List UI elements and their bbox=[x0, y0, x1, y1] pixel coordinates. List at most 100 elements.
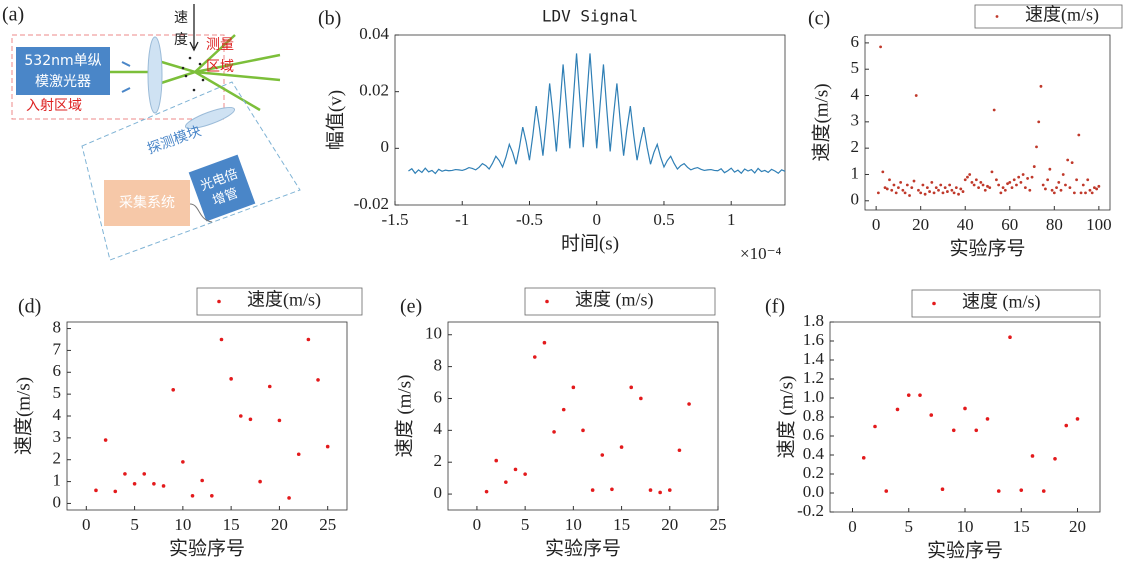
data-point bbox=[1019, 180, 1023, 184]
x-tick-label: 10 bbox=[174, 515, 191, 534]
data-point bbox=[325, 444, 330, 449]
chart-title: LDV Signal bbox=[542, 7, 638, 26]
plot-frame bbox=[447, 321, 719, 511]
y-tick-label: 1.0 bbox=[803, 387, 824, 406]
x-tick-label: 25 bbox=[710, 515, 727, 534]
x-tick-label: 20 bbox=[912, 215, 929, 234]
data-point bbox=[974, 428, 979, 433]
data-point bbox=[619, 445, 624, 449]
data-point bbox=[1015, 183, 1018, 187]
data-point bbox=[267, 384, 272, 389]
data-point bbox=[972, 183, 976, 187]
data-point bbox=[930, 180, 934, 184]
data-point bbox=[316, 378, 320, 382]
y-tick-label: 0.0 bbox=[803, 482, 824, 501]
x-multiplier: ×10⁻⁴ bbox=[740, 244, 782, 263]
y-tick-label: 4 bbox=[434, 419, 443, 438]
data-point bbox=[1086, 178, 1090, 182]
x-tick-label: 5 bbox=[130, 515, 139, 534]
legend-marker bbox=[995, 15, 999, 18]
particles bbox=[181, 56, 205, 92]
plot-frame bbox=[66, 321, 348, 511]
data-point bbox=[210, 493, 214, 498]
data-point bbox=[581, 428, 585, 433]
data-point bbox=[941, 191, 945, 195]
data-point bbox=[1012, 178, 1016, 182]
data-point bbox=[287, 496, 291, 500]
data-point bbox=[494, 458, 499, 463]
y-tick-label: 7 bbox=[53, 339, 62, 358]
data-point bbox=[985, 417, 990, 421]
data-point bbox=[238, 414, 243, 418]
data-point bbox=[1072, 191, 1076, 195]
velocity-arrow bbox=[189, 4, 199, 52]
y-tick-label: 0.04 bbox=[359, 24, 389, 43]
x-tick-label: 60 bbox=[1001, 215, 1018, 234]
data-point bbox=[929, 413, 934, 417]
plot-frame bbox=[394, 34, 786, 206]
data-point bbox=[277, 418, 282, 423]
x-tick-label: 1 bbox=[727, 210, 736, 229]
data-point bbox=[561, 407, 566, 412]
data-point bbox=[1068, 186, 1072, 190]
data-point bbox=[113, 489, 118, 494]
x-tick-label: 5 bbox=[905, 517, 914, 536]
data-point bbox=[600, 453, 605, 457]
acquisition-box bbox=[104, 180, 190, 226]
data-point bbox=[992, 108, 996, 112]
legend-marker bbox=[217, 299, 221, 304]
data-point bbox=[888, 178, 891, 182]
data-point bbox=[1079, 191, 1083, 195]
data-point bbox=[190, 493, 195, 498]
data-point bbox=[1081, 183, 1085, 187]
data-point bbox=[894, 191, 898, 195]
data-point bbox=[881, 170, 885, 174]
detection-label: 探测模块 bbox=[145, 123, 203, 157]
data-point bbox=[996, 489, 1001, 493]
data-point bbox=[946, 190, 949, 193]
x-tick-label: 15 bbox=[223, 515, 240, 534]
y-tick-label: 0.02 bbox=[359, 81, 389, 100]
data-point bbox=[890, 188, 894, 192]
data-point bbox=[901, 188, 905, 192]
data-point bbox=[1097, 184, 1101, 188]
data-point bbox=[959, 187, 963, 191]
panel-label: (a) bbox=[2, 4, 24, 26]
collection-lens bbox=[184, 106, 236, 130]
signal-line bbox=[408, 53, 786, 175]
data-point bbox=[979, 180, 983, 184]
x-tick-label: 20 bbox=[661, 515, 678, 534]
data-point bbox=[963, 406, 967, 411]
y-tick-label: 4 bbox=[53, 405, 62, 424]
data-point bbox=[306, 337, 311, 342]
y-tick-label: 2 bbox=[53, 449, 62, 468]
y-tick-label: 1.8 bbox=[803, 311, 824, 330]
data-point bbox=[667, 488, 672, 492]
x-tick-label: 15 bbox=[1013, 517, 1030, 536]
incidence-box bbox=[11, 34, 225, 120]
data-point bbox=[885, 187, 889, 191]
measurement-label: 测量 bbox=[206, 37, 234, 53]
y-tick-label: 0 bbox=[53, 492, 62, 511]
data-point bbox=[258, 479, 262, 484]
data-point bbox=[1017, 175, 1021, 179]
detection-box bbox=[81, 81, 301, 261]
data-point bbox=[1061, 173, 1065, 176]
data-point bbox=[219, 337, 224, 342]
y-tick-label: -0.02 bbox=[354, 194, 389, 213]
data-point bbox=[934, 186, 938, 190]
data-point bbox=[1037, 120, 1041, 124]
data-point bbox=[639, 396, 643, 401]
data-point bbox=[1044, 187, 1047, 191]
data-point bbox=[1075, 178, 1078, 182]
data-point bbox=[1008, 335, 1012, 340]
data-point bbox=[1030, 454, 1035, 458]
data-point bbox=[1006, 182, 1009, 186]
legend-box bbox=[911, 289, 1101, 318]
data-point bbox=[963, 178, 967, 182]
pmt-box bbox=[188, 154, 256, 222]
data-point bbox=[1052, 191, 1056, 195]
data-point bbox=[990, 170, 994, 174]
data-point bbox=[876, 191, 880, 195]
data-point bbox=[132, 481, 137, 486]
